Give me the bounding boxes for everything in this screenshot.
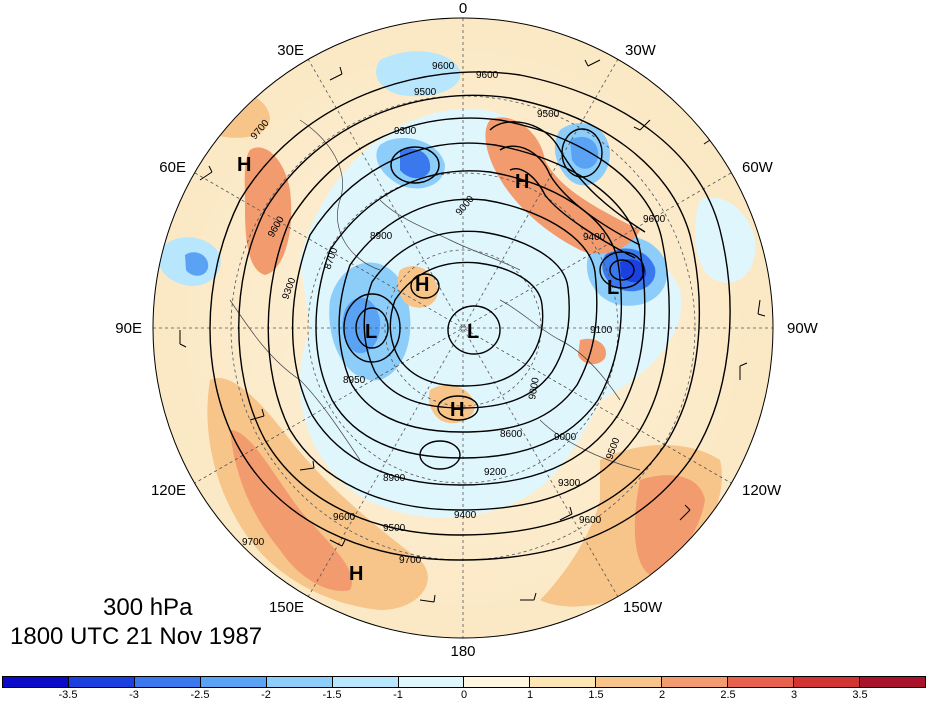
color-legend-swatch xyxy=(859,677,925,687)
contour-label: 8950 xyxy=(343,375,366,386)
longitude-label-150e: 150E xyxy=(268,599,304,616)
high-center-label: H xyxy=(415,274,429,296)
wind-barbs xyxy=(179,59,766,603)
valid-time-title: 1800 UTC 21 Nov 1987 xyxy=(10,623,263,650)
polar-map: H H L L H H L H 9600 9600 9500 9500 9300… xyxy=(152,17,774,639)
contour-label: 9500 xyxy=(383,523,406,534)
color-legend-swatch xyxy=(464,677,531,687)
color-legend-swatch xyxy=(200,677,267,687)
longitude-label-120w: 120W xyxy=(742,482,782,499)
contour-label: 9600 xyxy=(643,214,666,225)
contour-label: 9700 xyxy=(242,537,265,548)
color-legend-tick-label: 3 xyxy=(790,689,798,701)
pressure-level-title: 300 hPa xyxy=(103,594,193,621)
color-legend-swatch xyxy=(794,677,860,687)
longitude-label-90e: 90E xyxy=(115,320,142,337)
color-legend-tick-label: -1 xyxy=(393,689,403,701)
color-legend-swatch xyxy=(3,677,69,687)
color-legend-tick-label: -3.5 xyxy=(58,689,78,701)
color-legend-swatch xyxy=(68,677,135,687)
height-contours xyxy=(209,71,731,561)
color-legend-bar xyxy=(2,676,926,688)
color-legend-swatch xyxy=(134,677,201,687)
low-center-label: L xyxy=(365,321,377,343)
color-legend-tick-label: 3.5 xyxy=(852,689,868,701)
color-legend-tick-label: -1.5 xyxy=(322,689,342,701)
high-center-label: H xyxy=(237,154,251,176)
color-legend-tick-label: 1 xyxy=(526,689,534,701)
longitude-label-60w: 60W xyxy=(742,159,773,176)
contour-label: 9600 xyxy=(333,512,356,523)
contour-label: 9700 xyxy=(399,555,422,566)
color-legend-tick-label: 2.5 xyxy=(720,689,736,701)
longitude-label-30e: 30E xyxy=(277,42,304,59)
color-legend-swatch xyxy=(728,677,795,687)
contour-label: 9300 xyxy=(558,478,581,489)
contour-label: 9200 xyxy=(484,467,507,478)
contour-label: 9300 xyxy=(394,126,417,137)
contour-label: 9400 xyxy=(583,232,606,243)
color-legend-tick-label: 0 xyxy=(460,689,468,701)
pressure-centers: H H L L H H L H xyxy=(237,154,619,585)
contour-label: 9500 xyxy=(537,109,560,120)
contour-label: 9600 xyxy=(579,515,602,526)
contour-label: 9600 xyxy=(476,70,499,81)
longitude-label-30w: 30W xyxy=(625,42,656,59)
contour-label: 8900 xyxy=(383,473,406,484)
longitude-label-120e: 120E xyxy=(150,482,186,499)
high-center-label: H xyxy=(450,399,464,421)
longitude-label-60e: 60E xyxy=(159,159,186,176)
high-center-label: H xyxy=(515,171,529,193)
longitude-label-150w: 150W xyxy=(623,599,663,616)
color-legend-swatch xyxy=(266,677,333,687)
color-legend-swatch xyxy=(398,677,465,687)
longitude-label-0: 0 xyxy=(458,0,468,17)
color-legend-tick-label: -3 xyxy=(129,689,139,701)
contour-label: 9000 xyxy=(554,432,577,443)
contour-label: 9000 xyxy=(527,376,542,400)
contour-label: 9400 xyxy=(454,510,477,521)
color-legend-tick-label: 1.5 xyxy=(588,689,604,701)
contour-label: 9100 xyxy=(590,325,613,336)
high-center-label: H xyxy=(349,563,363,585)
contour-label: 8900 xyxy=(370,231,393,242)
low-center-label: L xyxy=(607,277,619,299)
longitude-label-90w: 90W xyxy=(787,320,818,337)
color-legend-swatch xyxy=(662,677,729,687)
contour-label: 9600 xyxy=(432,61,455,72)
color-legend-tick-label: 2 xyxy=(658,689,666,701)
coastlines xyxy=(229,119,641,471)
longitude-label-180: 180 xyxy=(450,643,476,660)
color-legend-swatch xyxy=(530,677,597,687)
contour-label: 9500 xyxy=(414,87,437,98)
contour-label: 8600 xyxy=(500,429,523,440)
color-legend-tick-label: -2.5 xyxy=(190,689,210,701)
map-boundary xyxy=(152,17,774,639)
color-legend-swatch xyxy=(332,677,399,687)
color-legend-tick-label: -2 xyxy=(261,689,271,701)
low-center-label: L xyxy=(467,321,479,343)
color-legend-swatch xyxy=(596,677,663,687)
